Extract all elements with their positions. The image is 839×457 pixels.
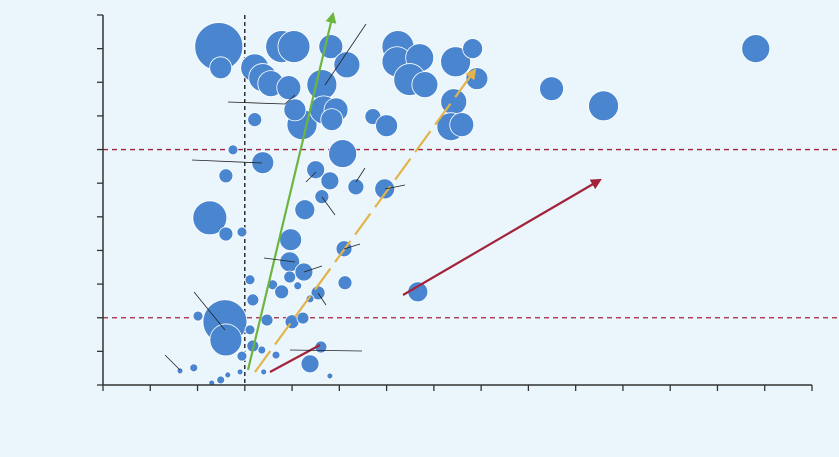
bubble [320,171,340,191]
arrow [269,344,321,373]
bubbles [176,22,771,387]
bubble [294,262,314,282]
bubble [407,281,429,303]
bubble [449,112,475,138]
bubble [176,367,184,375]
bubble [320,108,344,132]
bubble [246,293,260,307]
bubble [192,310,204,322]
bubble [283,270,297,284]
leader-lines [164,23,406,371]
bubble [260,368,268,376]
bubble [296,311,310,325]
bubble [244,324,256,336]
bubble [462,38,484,60]
bubble [440,46,472,78]
bubble [247,112,263,128]
arrows [164,11,602,373]
bubble [209,323,243,357]
bubble [283,98,307,122]
bubble [588,90,619,122]
bubble [411,71,439,99]
bubble [279,228,303,252]
arrow [246,11,337,371]
bubble [257,345,267,355]
bubble [216,375,226,385]
bubble [274,284,290,300]
arrow [254,68,477,373]
bubble [741,34,771,64]
bubble [236,226,248,238]
bubble [189,363,199,373]
bubble [328,139,358,168]
bubble [293,281,303,291]
bubble [236,368,244,376]
bubble [306,160,326,180]
axes [97,14,813,391]
arrow [402,178,602,296]
bubble [218,226,234,242]
bubble [300,354,320,374]
bubble [276,75,302,101]
bubble [314,189,330,205]
bubble [326,372,334,380]
bubble [333,51,361,79]
bubble [227,144,239,156]
bubble [337,275,353,291]
bubble [539,76,564,102]
bubble [347,178,365,196]
bubble [224,371,232,379]
bubble [192,200,228,236]
bubble [375,114,399,138]
bubble [271,350,281,360]
bubble [244,274,256,286]
bubble [218,168,234,184]
bubble [236,350,248,362]
bubble [277,30,311,64]
bubble [260,313,274,327]
bubble [294,199,316,221]
bubble [209,56,233,80]
bubble [374,178,396,200]
